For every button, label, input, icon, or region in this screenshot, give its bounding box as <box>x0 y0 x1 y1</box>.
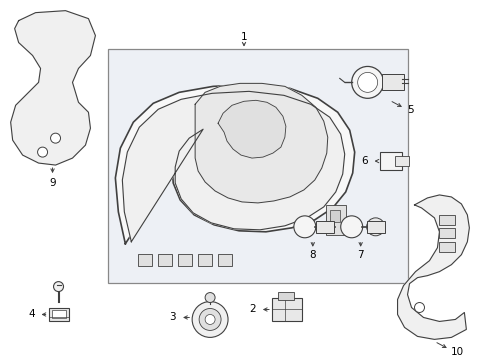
Bar <box>198 254 212 266</box>
Polygon shape <box>11 11 95 165</box>
Bar <box>271 298 301 321</box>
Circle shape <box>53 282 63 292</box>
Polygon shape <box>195 84 327 203</box>
Circle shape <box>414 302 424 312</box>
Bar <box>277 292 293 300</box>
Text: 1: 1 <box>240 32 247 41</box>
Circle shape <box>351 67 383 98</box>
Text: 9: 9 <box>49 178 56 188</box>
Bar <box>379 152 401 170</box>
Polygon shape <box>218 100 285 158</box>
Polygon shape <box>397 195 468 339</box>
Bar <box>439 215 454 225</box>
Text: 3: 3 <box>169 312 176 323</box>
Bar <box>381 75 403 90</box>
Circle shape <box>293 216 315 238</box>
Text: 4: 4 <box>28 310 35 319</box>
Bar <box>439 242 454 252</box>
Circle shape <box>204 293 215 302</box>
Circle shape <box>340 216 362 238</box>
Polygon shape <box>122 91 344 242</box>
Bar <box>51 310 65 319</box>
Circle shape <box>38 147 47 157</box>
Text: 2: 2 <box>249 305 255 315</box>
Circle shape <box>357 72 377 92</box>
Text: 6: 6 <box>360 156 367 166</box>
Bar <box>439 228 454 238</box>
Text: 5: 5 <box>407 105 413 115</box>
Bar <box>329 210 339 222</box>
Bar <box>315 221 333 233</box>
Circle shape <box>199 309 221 330</box>
Bar <box>108 49 407 283</box>
Polygon shape <box>115 84 354 244</box>
Circle shape <box>204 315 215 324</box>
Circle shape <box>192 302 227 337</box>
Bar <box>48 307 68 321</box>
Bar <box>394 156 407 166</box>
Bar <box>325 205 345 235</box>
Circle shape <box>50 133 61 143</box>
Bar <box>178 254 192 266</box>
Text: 10: 10 <box>450 347 463 357</box>
Bar <box>366 221 384 233</box>
Text: 7: 7 <box>357 250 363 260</box>
Bar <box>138 254 152 266</box>
Text: 8: 8 <box>309 250 315 260</box>
Bar <box>218 254 232 266</box>
Bar <box>158 254 172 266</box>
Circle shape <box>366 218 384 236</box>
